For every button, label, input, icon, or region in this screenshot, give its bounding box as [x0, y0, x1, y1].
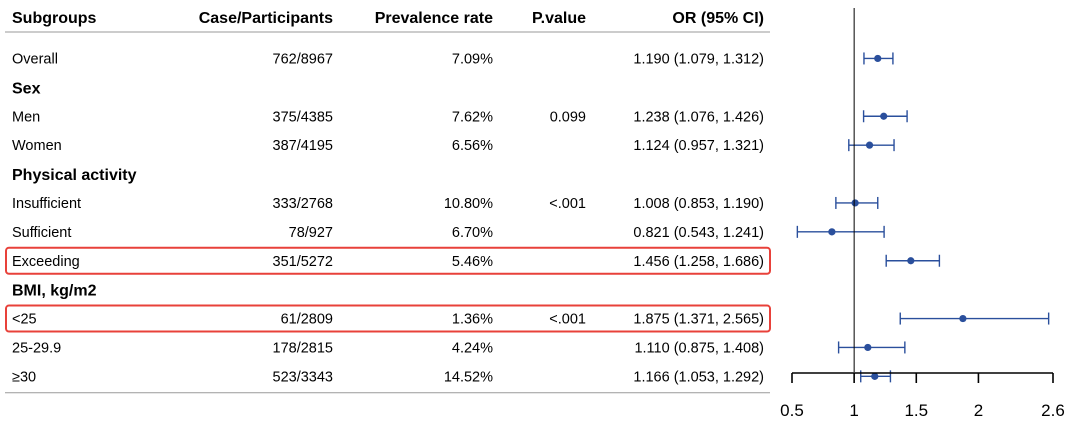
- or-point: [865, 141, 874, 149]
- row-or-ci: 1.875 (1.371, 2.565): [633, 312, 764, 328]
- or-point: [880, 112, 888, 120]
- row-prevalence: 5.46%: [452, 254, 493, 270]
- row-cases: 762/8967: [273, 51, 333, 67]
- row-cases: 375/4385: [273, 109, 333, 125]
- row-or-ci: 1.008 (0.853, 1.190): [633, 196, 764, 212]
- row-label: ≥30: [12, 369, 36, 385]
- row-prevalence: 7.62%: [452, 109, 493, 125]
- group-label: Physical activity: [12, 167, 137, 184]
- or-point: [874, 54, 882, 63]
- row-label: Men: [12, 109, 40, 125]
- group-label: Sex: [12, 80, 41, 97]
- x-tick-label: 0.5: [780, 401, 804, 420]
- row-prevalence: 10.80%: [444, 196, 493, 212]
- or-point: [959, 314, 967, 323]
- row-label: 25-29.9: [12, 340, 61, 356]
- row-prevalence: 14.52%: [444, 369, 493, 385]
- column-header: Prevalence rate: [375, 10, 493, 27]
- column-header: OR (95% CI): [672, 10, 764, 27]
- table-layer: Subgroups Case/Participants Prevalence rat…: [5, 10, 771, 394]
- row-label: Overall: [12, 51, 58, 67]
- or-point: [864, 343, 872, 352]
- row-label: Women: [12, 138, 62, 154]
- x-tick-label: 2.6: [1041, 401, 1065, 420]
- row-label: Insufficient: [12, 196, 81, 212]
- x-tick-label: 1.5: [904, 401, 928, 420]
- row-pvalue: 0.099: [550, 109, 586, 125]
- or-point: [871, 372, 879, 380]
- row-prevalence: 7.09%: [452, 51, 493, 67]
- row-label: <25: [12, 312, 37, 328]
- x-tick-label: 2: [974, 401, 983, 420]
- row-label: Exceeding: [12, 254, 80, 270]
- row-prevalence: 4.24%: [452, 340, 493, 356]
- column-header: Case/Participants: [199, 10, 333, 27]
- row-or-ci: 0.821 (0.543, 1.241): [633, 225, 764, 241]
- row-prevalence: 1.36%: [452, 312, 493, 328]
- row-or-ci: 1.166 (1.053, 1.292): [633, 369, 764, 385]
- or-point: [828, 228, 836, 236]
- highlight-box: [5, 246, 771, 275]
- or-point: [851, 199, 859, 207]
- column-header: Subgroups: [12, 10, 97, 27]
- row-cases: 78/927: [289, 225, 333, 241]
- row-or-ci: 1.124 (0.957, 1.321): [633, 138, 764, 154]
- row-pvalue: <.001: [549, 196, 586, 212]
- row-label: Sufficient: [12, 225, 71, 241]
- row-cases: 523/3343: [273, 369, 333, 385]
- row-cases: 387/4195: [273, 138, 333, 154]
- row-or-ci: 1.190 (1.079, 1.312): [633, 51, 764, 67]
- plot-layer: 0.5 1 1.5 2 2.6: [780, 8, 1065, 420]
- row-cases: 351/5272: [273, 254, 333, 270]
- highlight-box: [5, 304, 771, 333]
- group-label: BMI, kg/m2: [12, 283, 97, 300]
- or-point: [907, 257, 915, 265]
- row-or-ci: 1.238 (1.076, 1.426): [633, 109, 764, 125]
- row-prevalence: 6.56%: [452, 138, 493, 154]
- row-cases: 333/2768: [273, 196, 333, 212]
- x-tick-label: 1: [849, 401, 858, 420]
- row-or-ci: 1.456 (1.258, 1.686): [633, 254, 764, 270]
- column-header: P.value: [532, 10, 586, 27]
- row-cases: 178/2815: [273, 340, 333, 356]
- row-cases: 61/2809: [281, 312, 333, 328]
- row-pvalue: <.001: [549, 312, 586, 328]
- row-or-ci: 1.110 (0.875, 1.408): [634, 340, 764, 356]
- row-prevalence: 6.70%: [452, 225, 493, 241]
